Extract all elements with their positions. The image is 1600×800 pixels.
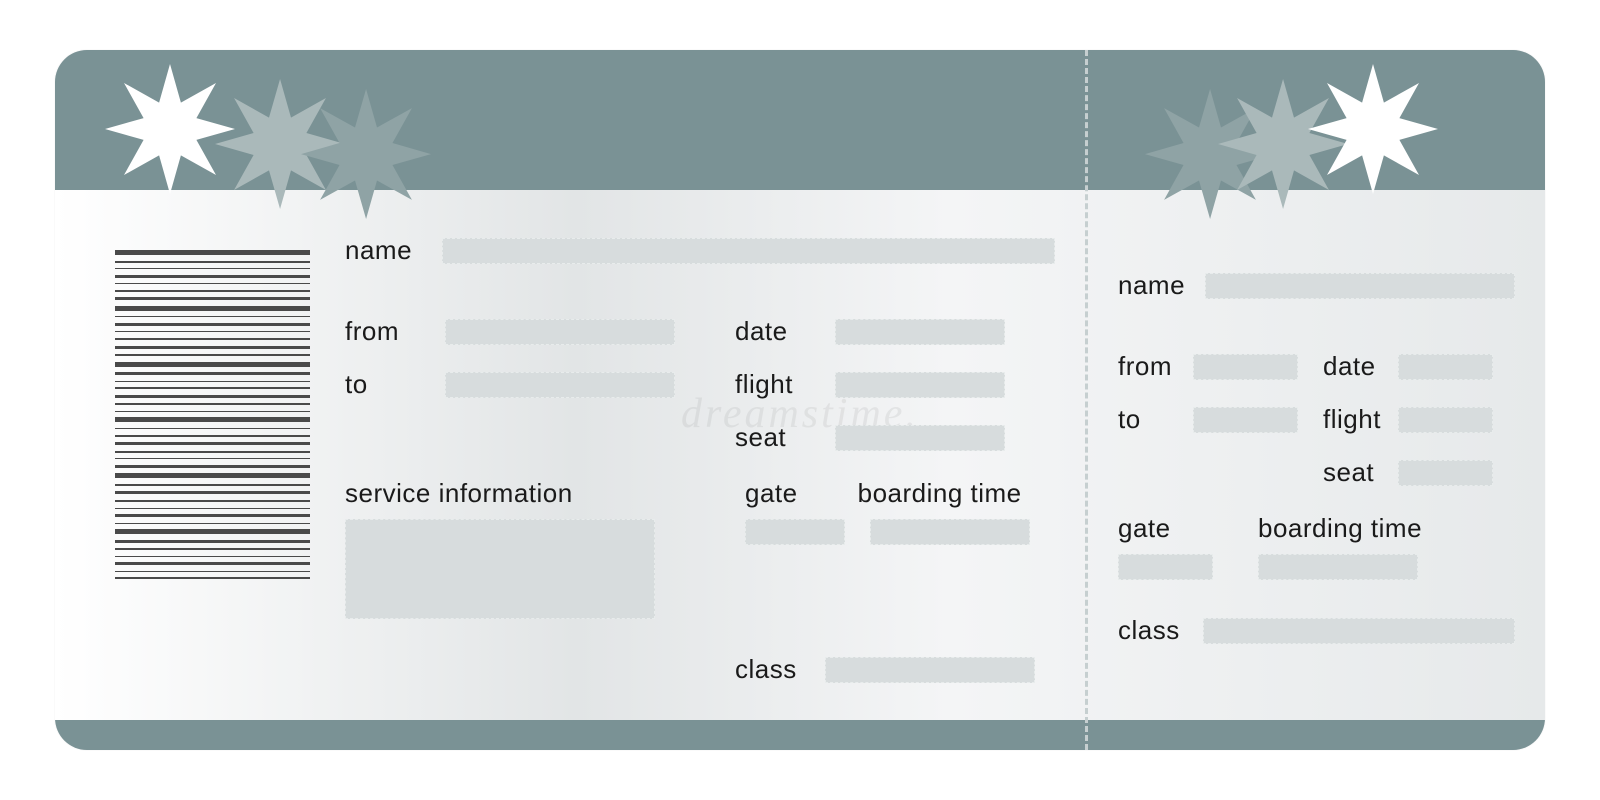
field-boarding-time [870, 519, 1030, 545]
label-from: from [345, 316, 425, 347]
label-to: to [345, 369, 425, 400]
label-date: date [735, 316, 815, 347]
ticket-main-body: name from date to flight seat [55, 190, 1085, 720]
stub-field-to [1193, 407, 1298, 433]
field-date [835, 319, 1005, 345]
star-icon [1308, 64, 1438, 194]
stub-field-name [1205, 273, 1515, 299]
stub-label-boarding-time: boarding time [1258, 513, 1422, 544]
field-class [825, 657, 1035, 683]
stub-field-date [1398, 354, 1493, 380]
stub-label-seat: seat [1323, 457, 1388, 488]
stub-label-date: date [1323, 351, 1388, 382]
stub-label-from: from [1118, 351, 1183, 382]
stub-field-class [1203, 618, 1515, 644]
label-service-info: service information [345, 478, 645, 509]
field-name [442, 238, 1055, 264]
stub-label-gate: gate [1118, 513, 1198, 544]
header-stars-right [1145, 64, 1438, 194]
stub-label-name: name [1118, 270, 1185, 301]
stub-field-boarding-time [1258, 554, 1418, 580]
stub-label-flight: flight [1323, 404, 1388, 435]
stub-field-flight [1398, 407, 1493, 433]
field-seat [835, 425, 1005, 451]
stub-label-class: class [1118, 615, 1188, 646]
field-service-info [345, 519, 655, 619]
boarding-pass-ticket: dreamstime. name from date to flight [55, 50, 1545, 750]
field-gate [745, 519, 845, 545]
stub-field-seat [1398, 460, 1493, 486]
label-name: name [345, 235, 412, 266]
field-flight [835, 372, 1005, 398]
field-from [445, 319, 675, 345]
stub-field-from [1193, 354, 1298, 380]
ticket-stub-body: name from date to flight seat [1088, 190, 1545, 720]
field-to [445, 372, 675, 398]
stub-label-to: to [1118, 404, 1183, 435]
header-stars-left [105, 64, 398, 194]
label-seat: seat [735, 422, 815, 453]
ticket-footer [55, 720, 1545, 750]
label-boarding-time: boarding time [858, 478, 1022, 509]
label-class: class [735, 654, 810, 685]
stub-field-gate [1118, 554, 1213, 580]
label-gate: gate [745, 478, 798, 509]
label-flight: flight [735, 369, 815, 400]
